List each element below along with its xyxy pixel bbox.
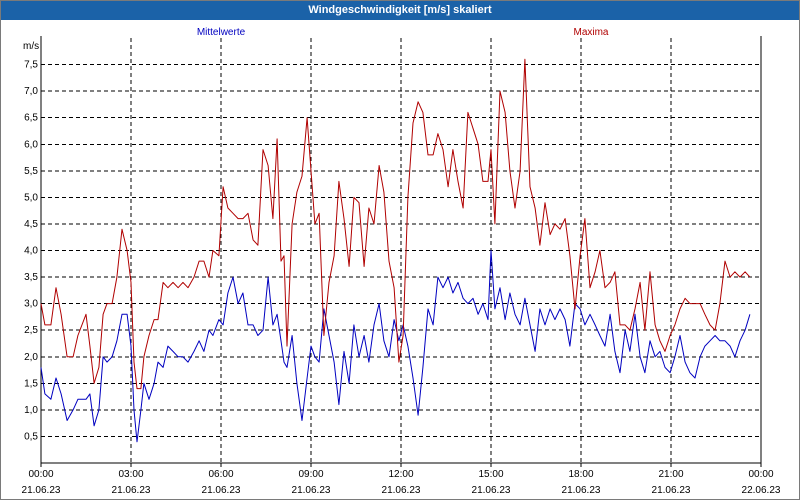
y-tick-label: 6,0 bbox=[24, 139, 38, 150]
y-tick-label: 4,5 bbox=[24, 219, 38, 230]
y-tick-label: 2,5 bbox=[24, 325, 38, 336]
legend-mean: Mittelwerte bbox=[197, 27, 246, 38]
x-tick-time: 15:00 bbox=[478, 469, 503, 480]
x-tick-time: 09:00 bbox=[298, 469, 323, 480]
x-tick-date: 21.06.23 bbox=[562, 485, 601, 496]
chart-title: Windgeschwindigkeit [m/s] skaliert bbox=[1, 1, 799, 20]
y-tick-label: 2,0 bbox=[24, 352, 38, 363]
x-tick-date: 21.06.23 bbox=[292, 485, 331, 496]
x-tick-time: 00:00 bbox=[748, 469, 773, 480]
y-tick-label: 7,5 bbox=[24, 60, 38, 71]
x-tick-time: 00:00 bbox=[28, 469, 53, 480]
series-line-mean bbox=[40, 250, 751, 443]
y-tick-label: 3,5 bbox=[24, 272, 38, 283]
y-tick-label: 7,0 bbox=[24, 86, 38, 97]
y-tick-label: 1,5 bbox=[24, 378, 38, 389]
x-tick-date: 21.06.23 bbox=[472, 485, 511, 496]
x-tick-date: 21.06.23 bbox=[202, 485, 241, 496]
x-tick-time: 06:00 bbox=[208, 469, 233, 480]
x-tick-time: 18:00 bbox=[568, 469, 593, 480]
y-tick-label: 0,5 bbox=[24, 431, 38, 442]
x-tick-time: 21:00 bbox=[658, 469, 683, 480]
x-tick-date: 21.06.23 bbox=[652, 485, 691, 496]
y-tick-label: 4,0 bbox=[24, 246, 38, 257]
y-tick-label: 1,0 bbox=[24, 405, 38, 416]
y-tick-label: 5,0 bbox=[24, 192, 38, 203]
x-tick-time: 03:00 bbox=[118, 469, 143, 480]
x-tick-date: 21.06.23 bbox=[382, 485, 421, 496]
x-tick-date: 22.06.23 bbox=[742, 485, 781, 496]
y-tick-label: 6,5 bbox=[24, 113, 38, 124]
series-line-max bbox=[40, 58, 751, 390]
x-tick-time: 12:00 bbox=[388, 469, 413, 480]
y-tick-label: 5,5 bbox=[24, 166, 38, 177]
y-axis-label: m/s bbox=[23, 41, 39, 52]
y-tick-label: 3,0 bbox=[24, 299, 38, 310]
legend-max: Maxima bbox=[573, 27, 608, 38]
x-tick-date: 21.06.23 bbox=[112, 485, 151, 496]
x-tick-date: 21.06.23 bbox=[22, 485, 61, 496]
